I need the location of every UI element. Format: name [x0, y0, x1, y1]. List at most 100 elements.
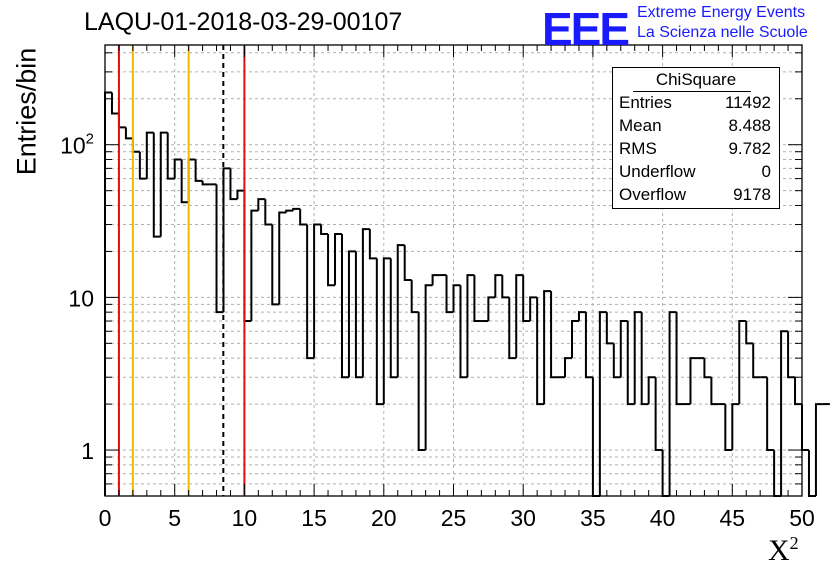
histogram-bin — [236, 189, 245, 200]
stats-title: ChiSquare — [655, 70, 737, 89]
x-tick-label: 5 — [168, 505, 181, 531]
histogram-bin — [564, 357, 572, 378]
histogram-bin — [584, 312, 593, 379]
histogram-bin — [368, 229, 377, 260]
x-tick-label: 15 — [301, 505, 327, 531]
histogram-bin — [124, 127, 133, 140]
histogram-bin — [117, 113, 126, 129]
histogram-bin — [424, 284, 433, 451]
x-axis-label: X2 — [768, 533, 799, 568]
histogram-bin — [738, 320, 747, 405]
histogram-bin — [313, 223, 322, 359]
stats-label: RMS — [619, 139, 657, 158]
histogram-bin — [787, 331, 796, 379]
histogram-bin — [264, 199, 273, 226]
histogram-bin — [382, 257, 391, 405]
histogram-bin — [347, 250, 356, 378]
histogram-bin — [257, 198, 266, 211]
x-tick-label: 20 — [371, 505, 397, 531]
histogram-bin — [633, 311, 642, 405]
stats-row: Underflow 0 — [613, 160, 779, 183]
histogram-bin — [529, 296, 538, 322]
histogram-bin — [215, 184, 224, 314]
histogram-bin — [104, 91, 112, 496]
histogram-bin — [703, 358, 712, 379]
histogram-bin — [780, 330, 789, 496]
chart-title: LAQU-01-2018-03-29-00107 — [84, 8, 403, 36]
histogram-bin — [201, 180, 210, 186]
logo-line-2: La Scienza nelle Scuole — [637, 24, 808, 41]
histogram-bin — [327, 234, 336, 287]
x-tick-label: 35 — [580, 505, 606, 531]
histogram-bin — [752, 343, 761, 379]
histogram-bin — [487, 296, 496, 322]
histogram-bin — [110, 92, 119, 115]
y-tick-label: 1 — [81, 438, 94, 464]
histogram-bin — [375, 258, 384, 406]
y-tick-label: 10 — [68, 285, 94, 311]
histogram-bin — [180, 159, 189, 204]
stats-label: Overflow — [619, 185, 687, 204]
histogram-bin — [452, 284, 461, 313]
stats-value: 0 — [761, 162, 771, 181]
stats-label: Mean — [619, 116, 662, 135]
histogram-bin — [403, 245, 412, 281]
histogram-bin — [145, 131, 154, 179]
stats-row: Overflow 9178 — [613, 183, 779, 206]
histogram-bin — [159, 131, 168, 237]
histogram-bin — [278, 211, 287, 305]
stats-row: RMS 9.782 — [613, 137, 779, 160]
x-tick-label: 40 — [650, 505, 676, 531]
histogram-bin — [522, 275, 531, 323]
logo-line-1: Extreme Energy Events — [637, 4, 806, 21]
histogram-bin — [445, 275, 454, 314]
y-axis: 1 10 102 — [60, 52, 802, 497]
stats-label: Entries — [619, 93, 672, 112]
histogram-bin — [543, 290, 552, 405]
histogram-bin — [292, 207, 301, 211]
histogram-bin — [619, 320, 628, 378]
histogram-bin — [473, 275, 482, 323]
histogram-bin — [731, 403, 740, 451]
histogram-bin — [807, 450, 816, 497]
histogram-bin — [306, 224, 315, 360]
histogram-bin — [668, 311, 677, 496]
stats-value: 9178 — [733, 185, 771, 204]
stats-label: Underflow — [619, 162, 696, 181]
histogram-bin — [494, 274, 503, 298]
reference-lines — [117, 45, 246, 496]
histogram-bin — [570, 320, 579, 359]
x-tick-label: 10 — [232, 505, 258, 531]
histogram-bin — [466, 274, 475, 378]
histogram-bin — [814, 403, 823, 496]
histogram-bin — [431, 274, 440, 286]
stats-value: 8.488 — [728, 116, 771, 135]
histogram-bin — [577, 311, 586, 322]
histogram-bin — [724, 404, 733, 452]
x-axis-label-superscript: 2 — [789, 533, 799, 553]
histogram-bin — [550, 291, 559, 379]
grid-lines — [105, 45, 802, 496]
histogram-bin — [675, 312, 684, 406]
histogram-bin — [340, 234, 349, 379]
histogram-bin — [605, 312, 614, 345]
histogram-bin — [536, 297, 545, 406]
histogram-bin — [745, 321, 754, 345]
histogram-bin — [271, 224, 280, 306]
stats-row: Entries 11492 — [613, 91, 779, 114]
histogram-bin — [515, 274, 524, 359]
histogram-bin — [410, 279, 419, 314]
x-axis: 0 5 10 15 20 25 30 35 40 45 50 — [99, 45, 815, 531]
histogram-bin — [361, 228, 370, 378]
y-axis-label: Entries/bin — [11, 47, 42, 176]
x-tick-label: 50 — [789, 505, 815, 531]
histogram-bin — [243, 190, 252, 323]
histogram-bin — [152, 132, 161, 238]
stats-value: 9.782 — [728, 139, 771, 158]
stats-title-rule — [633, 91, 751, 92]
eee-logo: EEE — [542, 3, 630, 55]
histogram-bin — [801, 404, 809, 452]
histogram-bin — [598, 311, 607, 496]
histogram-bin — [689, 357, 698, 405]
